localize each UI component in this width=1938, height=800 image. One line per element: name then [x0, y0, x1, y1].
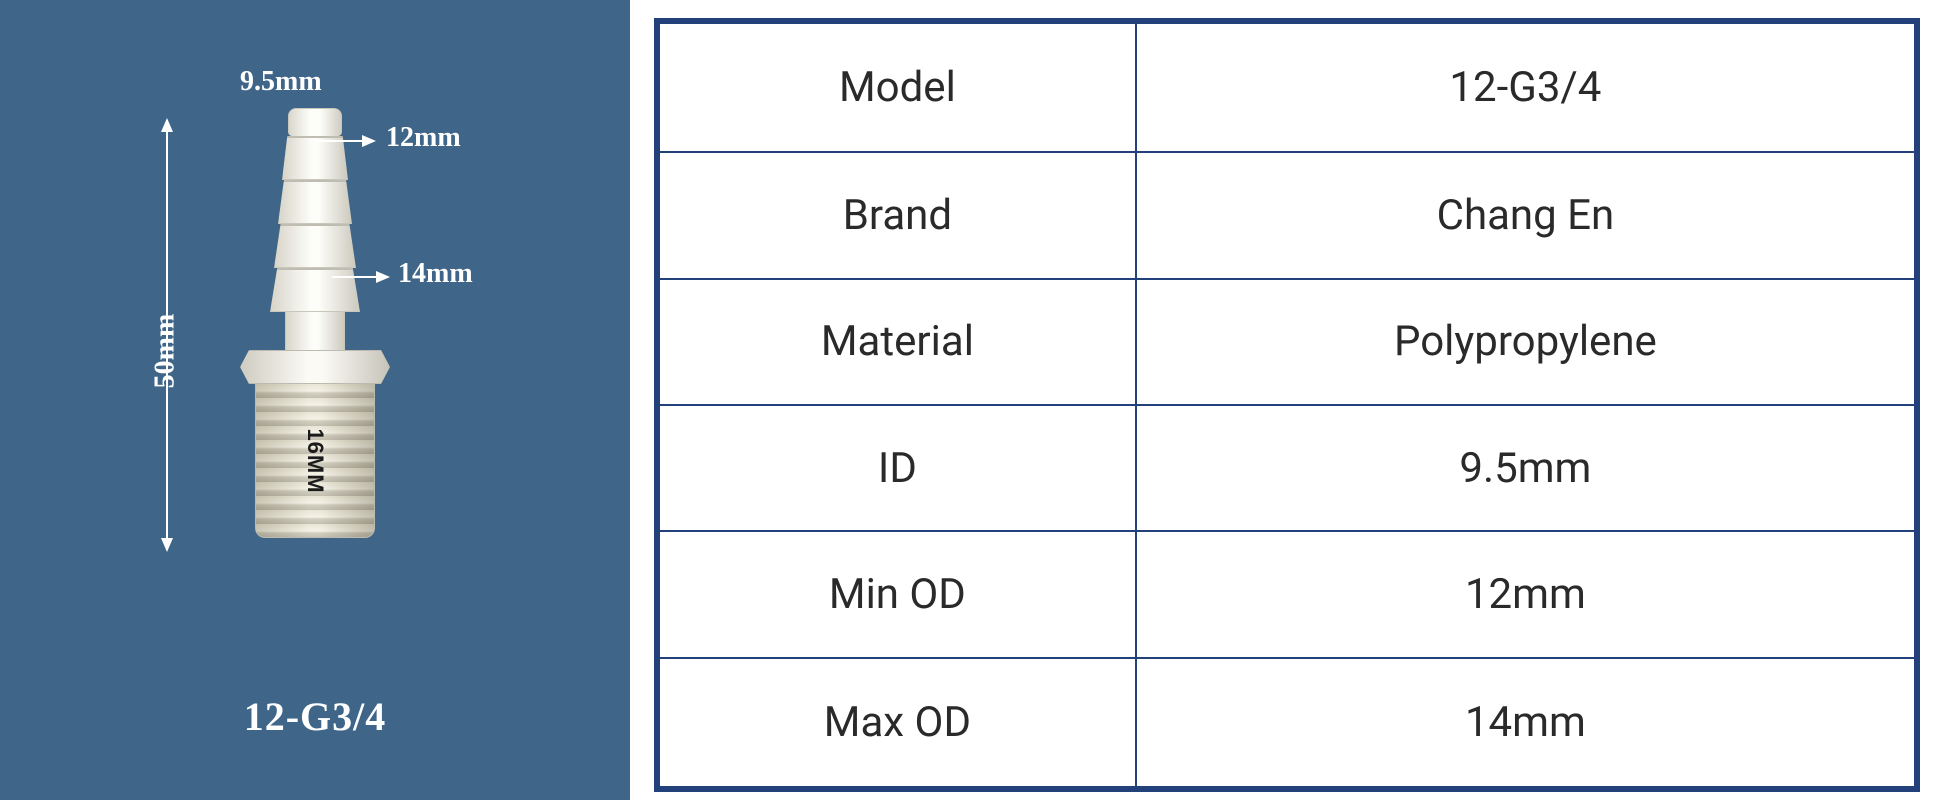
- table-row: Material Polypropylene: [657, 279, 1917, 405]
- barb-stack: [270, 108, 360, 352]
- spec-value: 12-G3/4: [1136, 21, 1917, 152]
- barb-neck: [285, 312, 345, 352]
- diagram-panel: 50mm 9.5mm 16MM 12mm 14mm 12-G3/4: [0, 0, 630, 800]
- min-od-arrow: [314, 140, 374, 142]
- barb-ring: [282, 136, 348, 180]
- thread-section: 16MM: [255, 384, 375, 538]
- product-title: 12-G3/4: [0, 693, 630, 740]
- spec-value: 14mm: [1136, 658, 1917, 789]
- barb-ring: [274, 224, 356, 268]
- spec-value: Chang En: [1136, 152, 1917, 278]
- spec-key: Brand: [657, 152, 1136, 278]
- max-od-label: 14mm: [398, 258, 473, 290]
- spec-key: Min OD: [657, 531, 1136, 657]
- spec-key: Material: [657, 279, 1136, 405]
- table-row: Brand Chang En: [657, 152, 1917, 278]
- spec-key: Model: [657, 21, 1136, 152]
- min-od-label: 12mm: [386, 122, 461, 154]
- table-row: Model 12-G3/4: [657, 21, 1917, 152]
- spec-value: 9.5mm: [1136, 405, 1917, 531]
- id-dimension-label: 9.5mm: [240, 66, 322, 98]
- thread-size-label: 16MM: [302, 428, 328, 493]
- table-row: Max OD 14mm: [657, 658, 1917, 789]
- barb-ring: [278, 180, 352, 224]
- spec-key: Max OD: [657, 658, 1136, 789]
- spec-value: Polypropylene: [1136, 279, 1917, 405]
- spec-panel: Model 12-G3/4 Brand Chang En Material Po…: [630, 0, 1938, 800]
- fitting-illustration: 16MM: [240, 108, 390, 538]
- barb-tip: [288, 108, 342, 136]
- barb-ring: [270, 268, 360, 312]
- spec-value: 12mm: [1136, 531, 1917, 657]
- table-row: ID 9.5mm: [657, 405, 1917, 531]
- height-dimension-label: 50mm: [149, 314, 181, 389]
- spec-table: Model 12-G3/4 Brand Chang En Material Po…: [654, 18, 1920, 792]
- table-row: Min OD 12mm: [657, 531, 1917, 657]
- max-od-arrow: [332, 276, 388, 278]
- spec-key: ID: [657, 405, 1136, 531]
- hex-flange: [240, 350, 390, 384]
